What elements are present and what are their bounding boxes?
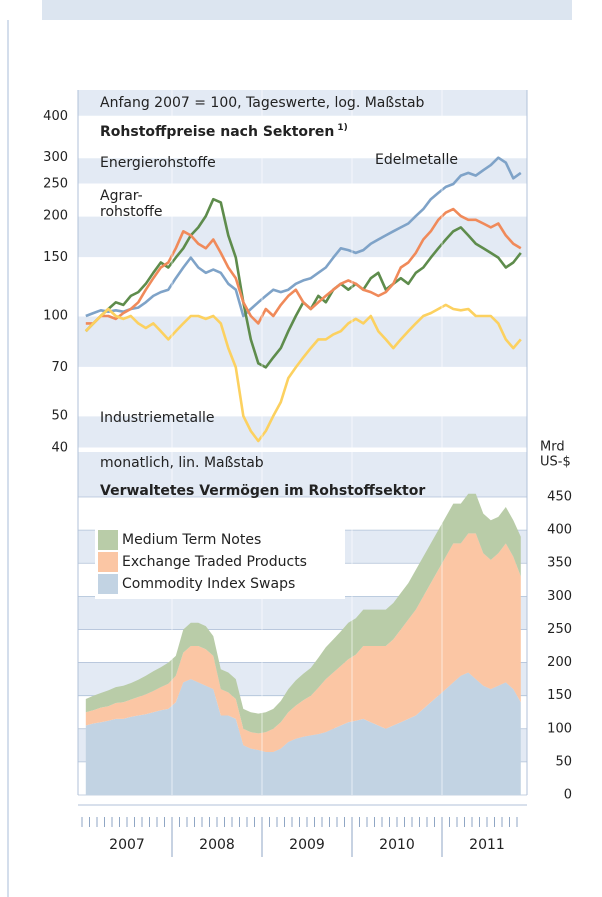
y-axis-label: US-$: [540, 455, 571, 470]
series-label: rohstoffe: [100, 204, 163, 220]
title: Rohstoffpreise nach Sektoren: [100, 124, 334, 140]
y-tick-label: 400: [43, 109, 68, 124]
series-line: [85, 207, 522, 325]
subtitle: Anfang 2007 = 100, Tageswerte, log. Maßs…: [100, 95, 425, 111]
series-label: Edelmetalle: [375, 152, 458, 168]
x-tick-label: 2007: [109, 837, 145, 853]
y-tick-label: 300: [43, 150, 68, 165]
x-tick-label: 2011: [469, 837, 505, 853]
grid-band: [78, 90, 527, 117]
y-tick-label: 100: [547, 721, 572, 736]
y-tick-label: 50: [555, 754, 572, 769]
y-tick-label: 50: [51, 408, 68, 423]
x-tick-label: 2008: [199, 837, 235, 853]
legend-label: Exchange Traded Products: [122, 554, 307, 570]
y-tick-label: 200: [547, 655, 572, 670]
legend-swatch: [98, 552, 118, 572]
grid-band: [78, 157, 527, 184]
series-label: Agrar-: [100, 188, 143, 204]
chart-title: Rohstoffpreise nach Sektoren 1): [100, 123, 348, 141]
x-tick-label: 2009: [289, 837, 325, 853]
legend-swatch: [98, 530, 118, 550]
grid-band: [78, 415, 527, 448]
chart-title: Verwaltetes Vermögen im Rohstoffsektor: [100, 483, 425, 499]
y-tick-label: 250: [547, 622, 572, 637]
series-line: [84, 303, 522, 443]
subtitle: monatlich, lin. Maßstab: [100, 455, 264, 471]
legend-label: Commodity Index Swaps: [122, 576, 295, 592]
y-tick-label: 200: [43, 209, 68, 224]
x-tick-label: 2010: [379, 837, 415, 853]
series-line: [85, 156, 522, 318]
y-tick-label: 300: [547, 589, 572, 604]
y-tick-label: 40: [51, 441, 68, 456]
grid-band: [78, 452, 527, 498]
marks: [77, 90, 528, 795]
y-tick-label: 250: [43, 176, 68, 191]
series-label: Industriemetalle: [100, 410, 215, 426]
title-note: 1): [337, 123, 347, 133]
legend-box: [95, 527, 345, 599]
y-tick-label: 350: [547, 556, 572, 571]
y-tick-label: 150: [547, 688, 572, 703]
y-axis-label: Mrd: [540, 440, 565, 455]
y-tick-label: 150: [43, 250, 68, 265]
y-tick-label: 400: [547, 523, 572, 538]
area: [85, 493, 521, 734]
y-tick-label: 100: [43, 308, 68, 323]
series-label: Energierohstoffe: [100, 155, 216, 171]
y-tick-label: 0: [564, 788, 572, 803]
grid-band: [78, 216, 527, 258]
area: [85, 672, 521, 795]
legend-swatch: [98, 574, 118, 594]
y-tick-label: 70: [51, 360, 68, 375]
plot-area: [78, 90, 527, 448]
y-tick-label: 450: [547, 490, 572, 505]
texts: Anfang 2007 = 100, Tageswerte, log. Maßs…: [43, 95, 572, 853]
area: [85, 533, 521, 752]
header-band: [42, 0, 572, 20]
legend-label: Medium Term Notes: [122, 532, 261, 548]
